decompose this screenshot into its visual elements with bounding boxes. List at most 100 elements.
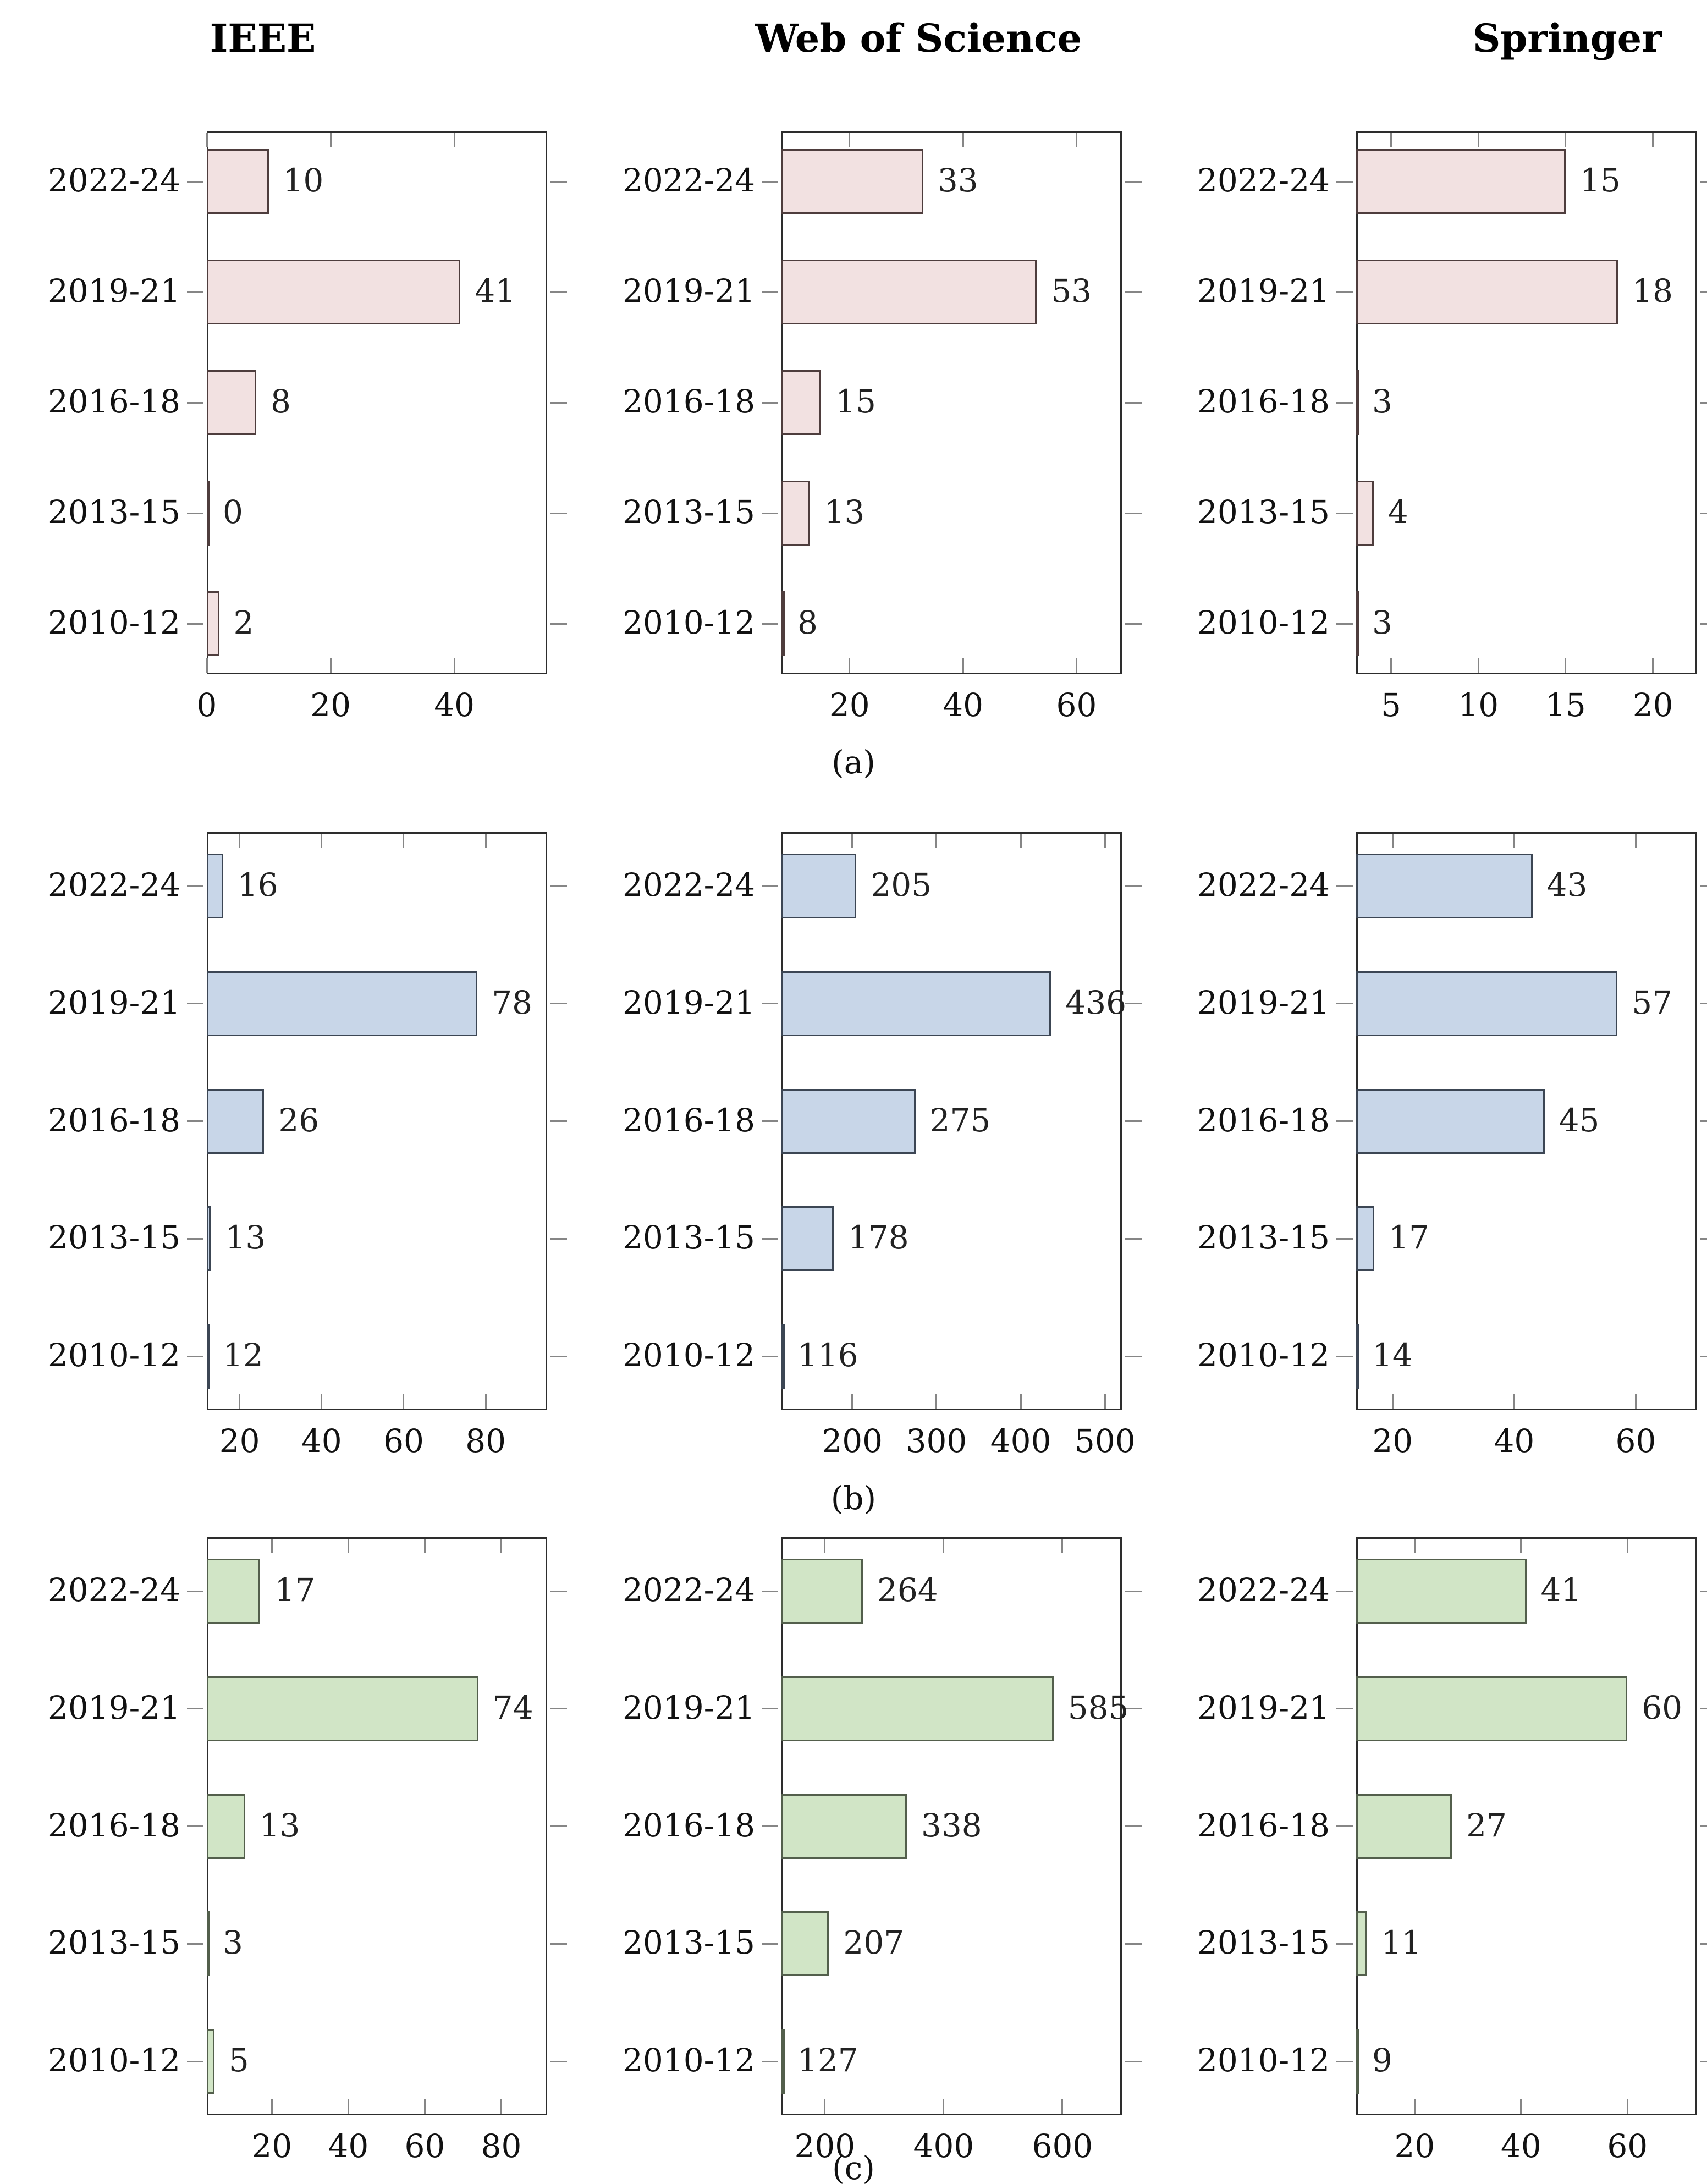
x-tick-bottom [423, 2099, 426, 2114]
y-tick-left [762, 401, 778, 404]
y-tick-left [187, 623, 203, 625]
y-tick-left [762, 1355, 778, 1357]
y-tick-right [1125, 1943, 1142, 1945]
x-tick-label: 60 [404, 2127, 445, 2165]
category-label: 2010-12 [47, 1336, 180, 1374]
bar [1356, 971, 1618, 1036]
x-tick-bottom [206, 658, 208, 673]
x-tick-top [403, 834, 405, 848]
bar-value-label: 178 [847, 1219, 909, 1257]
category-label: 2016-18 [622, 1101, 755, 1139]
x-tick-top [239, 834, 241, 848]
y-tick-right [1125, 1825, 1142, 1827]
x-tick-top [1565, 133, 1567, 147]
bar-value-label: 78 [492, 983, 533, 1021]
category-label: 2022-24 [622, 162, 755, 199]
bar-value-label: 205 [871, 866, 932, 904]
y-tick-right [550, 401, 567, 404]
y-tick-left [762, 180, 778, 183]
bar [207, 149, 269, 214]
y-tick-left [1336, 1003, 1353, 1005]
bar-value-label: 338 [921, 1806, 982, 1844]
x-tick-bottom [453, 658, 455, 673]
x-tick-label: 400 [990, 1422, 1051, 1460]
column-title-web-of-science: Web of Science [755, 15, 1082, 61]
bar-value-label: 3 [1372, 383, 1392, 420]
category-label: 2013-15 [622, 493, 755, 531]
plot-a-ieee [207, 131, 547, 674]
x-tick-bottom [1477, 658, 1479, 673]
bar [781, 854, 857, 918]
x-tick-bottom [1413, 2099, 1416, 2114]
y-tick-right [1125, 1355, 1142, 1357]
bar-value-label: 11 [1381, 1924, 1422, 1962]
bar [207, 1911, 210, 1977]
x-tick-label: 300 [906, 1422, 967, 1460]
x-tick-bottom [1391, 1394, 1394, 1409]
x-tick-label: 200 [822, 1422, 883, 1460]
category-label: 2022-24 [1197, 162, 1330, 199]
bar-value-label: 275 [929, 1101, 991, 1139]
bar [781, 1911, 829, 1977]
x-tick-top [849, 133, 851, 147]
x-tick-label: 60 [1615, 1422, 1656, 1460]
category-label: 2022-24 [622, 866, 755, 904]
bar-value-label: 41 [1540, 1571, 1582, 1609]
x-tick-top [1513, 834, 1515, 848]
y-tick-left [187, 401, 203, 404]
x-tick-bottom [1020, 1394, 1022, 1409]
bar-value-label: 5 [228, 2042, 249, 2079]
bar-value-label: 45 [1559, 1101, 1600, 1139]
category-label: 2013-15 [1197, 493, 1330, 531]
x-tick-top [329, 133, 332, 147]
x-tick-bottom [484, 1394, 487, 1409]
y-tick-left [1336, 1825, 1353, 1827]
category-label: 2010-12 [1197, 1336, 1330, 1374]
x-tick-top [1020, 834, 1022, 848]
bar [781, 1676, 1054, 1741]
x-tick-top [962, 133, 964, 147]
y-tick-left [187, 2060, 203, 2062]
bar [1356, 1559, 1527, 1624]
bar [781, 1088, 916, 1154]
bar-value-label: 13 [824, 493, 865, 531]
y-tick-right [1700, 291, 1707, 293]
bar [207, 1206, 211, 1272]
x-tick-bottom [962, 658, 964, 673]
y-tick-right [1700, 1943, 1707, 1945]
y-tick-right [1125, 885, 1142, 887]
category-label: 2013-15 [1197, 1924, 1330, 1962]
bar [781, 149, 923, 214]
bar [207, 1088, 265, 1154]
y-tick-left [187, 1708, 203, 1710]
x-tick-top [1634, 834, 1637, 848]
category-label: 2013-15 [47, 1219, 180, 1257]
y-tick-right [550, 2060, 567, 2062]
y-tick-left [762, 1708, 778, 1710]
x-tick-top [851, 834, 854, 848]
y-tick-left [762, 623, 778, 625]
x-tick-label: 20 [310, 686, 351, 724]
x-tick-top [1390, 133, 1392, 147]
bar [781, 1794, 907, 1859]
x-tick-label: 400 [913, 2127, 974, 2165]
bar [207, 971, 478, 1036]
y-tick-left [1336, 1590, 1353, 1592]
category-label: 2019-21 [622, 272, 755, 310]
x-tick-top [1626, 1539, 1628, 1553]
x-tick-label: 20 [829, 686, 870, 724]
column-title-springer: Springer [1472, 15, 1662, 61]
bar [207, 370, 257, 435]
y-tick-right [1700, 401, 1707, 404]
bar-value-label: 60 [1642, 1688, 1683, 1726]
bar-value-label: 26 [278, 1101, 320, 1139]
y-tick-left [1336, 1708, 1353, 1710]
bar-value-label: 18 [1632, 272, 1673, 310]
bar-value-label: 16 [237, 866, 278, 904]
y-tick-right [1700, 1003, 1707, 1005]
x-tick-label: 0 [196, 686, 217, 724]
x-tick-bottom [321, 1394, 323, 1409]
x-tick-top [1075, 133, 1077, 147]
bar-value-label: 127 [797, 2042, 858, 2079]
category-label: 2019-21 [47, 272, 180, 310]
